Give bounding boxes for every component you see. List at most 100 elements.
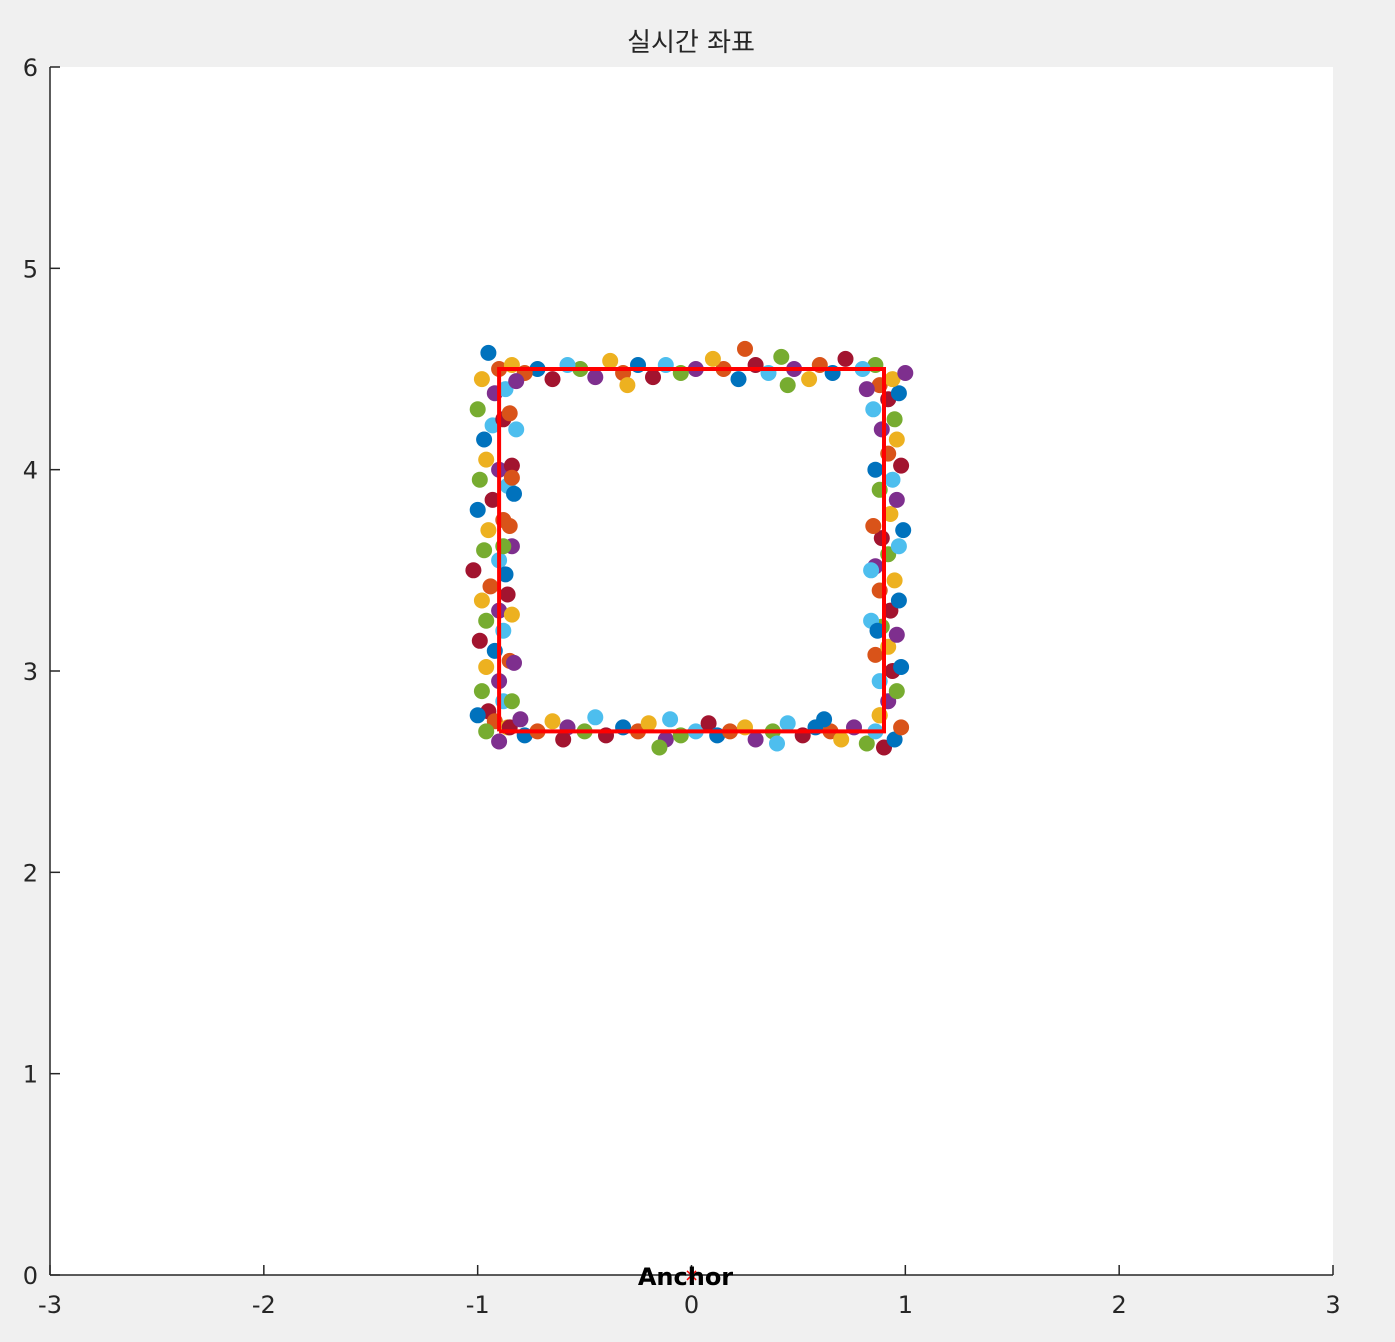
- scatter-point: [869, 622, 886, 639]
- scatter-point: [801, 371, 818, 388]
- scatter-point: [491, 733, 508, 750]
- anchor-marker: ×: [684, 1265, 699, 1286]
- scatter-point: [501, 405, 518, 422]
- scatter-point: [651, 739, 668, 756]
- scatter-point: [503, 457, 520, 474]
- x-tick-label: 3: [1325, 1291, 1340, 1319]
- scatter-point: [506, 654, 522, 671]
- scatter-point: [478, 723, 495, 740]
- scatter-point: [645, 369, 661, 386]
- scatter-point: [501, 518, 518, 534]
- scatter-point: [897, 365, 914, 381]
- y-tick-label: 3: [23, 658, 38, 686]
- scatter-point: [890, 538, 907, 555]
- scatter-point: [503, 469, 520, 486]
- scatter-point: [773, 348, 790, 365]
- scatter-point: [863, 562, 880, 579]
- scatter-point: [473, 371, 490, 388]
- scatter-point: [478, 659, 495, 675]
- scatter-point: [888, 431, 905, 448]
- scatter-point: [476, 542, 493, 559]
- scatter-point: [895, 522, 912, 539]
- x-tick-label: -1: [466, 1291, 490, 1319]
- y-tick-label: 0: [23, 1262, 38, 1290]
- scatter-point: [884, 471, 901, 488]
- scatter-point: [471, 632, 488, 649]
- scatter-point: [888, 626, 905, 643]
- x-tick-label: -2: [252, 1291, 276, 1319]
- scatter-point: [890, 385, 907, 402]
- scatter-point: [482, 578, 499, 595]
- scatter-point: [508, 421, 525, 438]
- scatter-point: [865, 518, 882, 534]
- scatter-point: [506, 485, 522, 502]
- scatter-point: [476, 431, 493, 448]
- scatter-point: [480, 522, 497, 539]
- scatter-point: [737, 340, 753, 357]
- scatter-point: [555, 731, 572, 748]
- scatter-point: [478, 612, 495, 629]
- scatter-point: [465, 562, 482, 579]
- plot-area: [50, 67, 1333, 1275]
- y-tick-label: 2: [23, 859, 38, 887]
- y-tick-label: 5: [23, 255, 38, 283]
- scatter-point: [837, 350, 854, 367]
- chart-title: 실시간 좌표: [627, 28, 755, 58]
- scatter-point: [602, 352, 619, 369]
- x-tick-label: 0: [684, 1291, 699, 1319]
- scatter-point: [833, 731, 850, 748]
- scatter-point: [508, 373, 525, 390]
- scatter-point: [867, 646, 884, 663]
- scatter-point: [662, 711, 679, 728]
- scatter-point: [478, 451, 495, 468]
- scatter-point: [779, 377, 796, 394]
- scatter-point: [480, 344, 497, 361]
- scatter-point: [499, 586, 516, 603]
- scatter-point: [544, 371, 561, 388]
- scatter-point: [503, 693, 520, 710]
- x-tick-label: 1: [898, 1291, 913, 1319]
- scatter-point: [619, 377, 636, 394]
- scatter-point: [867, 461, 884, 478]
- scatter-point: [893, 719, 910, 736]
- scatter-point: [469, 707, 486, 724]
- scatter-point: [884, 371, 901, 388]
- y-tick-label: 4: [23, 457, 38, 485]
- scatter-point: [888, 683, 905, 700]
- x-tick-label: -3: [38, 1291, 62, 1319]
- axes: -3 -2 -1 0 1 2 3 0 1 2 3 4 5 6 ×: [23, 54, 1341, 1319]
- scatter-point: [587, 369, 604, 386]
- scatter-point: [473, 683, 490, 700]
- scatter-point: [512, 711, 529, 728]
- scatter-point: [893, 457, 910, 474]
- y-tick-label: 6: [23, 54, 38, 82]
- scatter-point: [886, 572, 903, 589]
- scatter-point: [469, 501, 486, 518]
- scatter-point: [704, 350, 721, 367]
- x-tick-label: 2: [1112, 1291, 1127, 1319]
- y-tick-label: 1: [23, 1061, 38, 1089]
- scatter-point: [893, 659, 910, 675]
- scatter-point: [747, 731, 764, 748]
- scatter-point: [730, 371, 747, 388]
- scatter-point: [858, 381, 875, 398]
- scatter-point: [890, 592, 907, 609]
- scatter-point: [858, 735, 875, 752]
- scatter-point: [484, 491, 501, 508]
- scatter-point: [700, 715, 717, 732]
- scatter-point: [873, 421, 890, 438]
- scatter-point: [882, 506, 899, 522]
- scatter-point: [886, 411, 903, 428]
- scatter-point: [888, 491, 905, 508]
- scatter-point: [544, 713, 561, 730]
- scatter-point: [779, 715, 796, 732]
- scatter-point: [469, 401, 486, 418]
- reference-path: [497, 367, 886, 734]
- scatter-point: [503, 606, 520, 623]
- scatter-point: [497, 566, 514, 583]
- scatter-point: [865, 401, 882, 418]
- scatter-point: [816, 711, 833, 728]
- scatter-point: [587, 709, 604, 726]
- scatter-point: [640, 715, 657, 732]
